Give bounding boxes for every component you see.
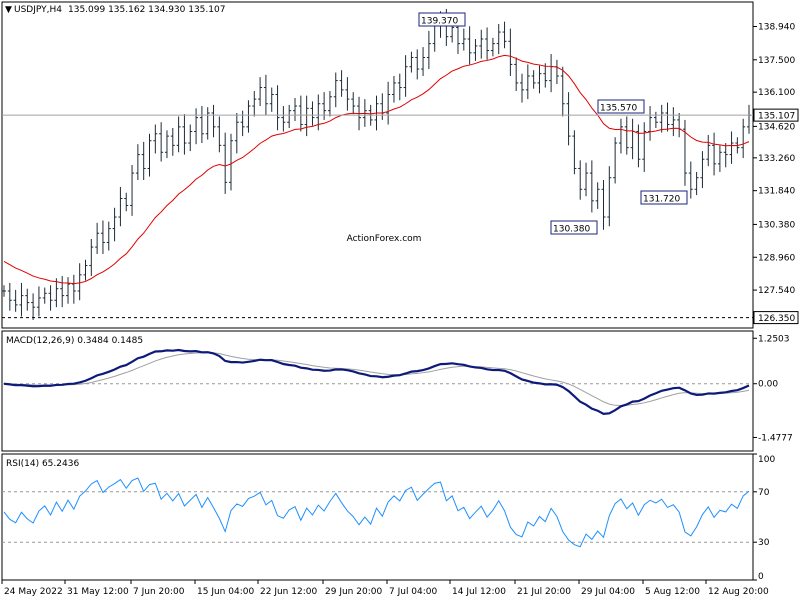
price-y-tick-label: 128.960 xyxy=(758,253,795,263)
support-badge: 126.350 xyxy=(753,311,799,325)
price-y-tick-label: 137.500 xyxy=(758,56,795,66)
support-label: 126.350 xyxy=(758,314,795,324)
dropdown-icon: ▼ xyxy=(5,5,12,15)
annotation-135-570: 135.570 xyxy=(597,99,645,114)
x-tick-label: 7 Jul 04:00 xyxy=(389,587,438,597)
x-tick-label: 15 Jun 04:00 xyxy=(197,587,254,597)
macd-title: MACD(12,26,9) 0.3484 0.1485 xyxy=(6,336,143,346)
x-tick-label: 5 Aug 12:00 xyxy=(645,587,700,597)
price-y-tick-label: 133.260 xyxy=(758,154,795,164)
x-tick-label: 31 May 12:00 xyxy=(67,587,129,597)
macd-y-tick-label: 1.2503 xyxy=(758,334,790,344)
rsi-y-tick-label: 0 xyxy=(758,572,764,582)
last-price-badge: 135.107 xyxy=(753,108,799,122)
rsi-y-tick-label: 100 xyxy=(758,455,775,465)
x-tick-label: 24 May 2022 xyxy=(4,587,63,597)
rsi-y-tick-label: 70 xyxy=(758,488,770,498)
annotation-box xyxy=(550,220,598,235)
price-y-tick-label: 134.620 xyxy=(758,122,795,132)
rsi-y-tick-label: 30 xyxy=(758,538,770,548)
support-box xyxy=(753,311,799,325)
moving-average-line xyxy=(3,54,750,285)
x-tick-label: 29 Jun 20:00 xyxy=(325,587,382,597)
annotation-label: 131.720 xyxy=(643,195,680,205)
annotation-130-380: 130.380 xyxy=(550,220,598,235)
price-y-tick-label: 136.100 xyxy=(758,88,795,98)
rsi-title: RSI(14) 65.2436 xyxy=(6,459,79,469)
x-tick-label: 14 Jul 12:00 xyxy=(452,587,506,597)
price-y-tick-label: 138.940 xyxy=(758,23,795,33)
x-tick-label: 21 Jul 20:00 xyxy=(517,587,571,597)
price-y-tick-label: 130.380 xyxy=(758,220,795,230)
macd-y-tick-label: 0.00 xyxy=(758,380,778,390)
price-y-tick-label: 127.540 xyxy=(758,286,795,296)
panel-frame-2 xyxy=(1,453,754,581)
panel-frame-0 xyxy=(1,1,754,329)
annotation-box xyxy=(640,190,688,205)
panel-frame-1 xyxy=(1,330,754,452)
rsi-line xyxy=(3,477,750,548)
watermark-text: ActionForex.com xyxy=(347,234,422,244)
annotation-131-720: 131.720 xyxy=(640,190,688,205)
x-tick-label: 7 Jun 20:00 xyxy=(133,587,185,597)
ohlc-header: 135.099 135.162 134.930 135.107 xyxy=(68,5,225,15)
annotation-box xyxy=(418,12,466,27)
x-tick-label: 22 Jun 12:00 xyxy=(260,587,317,597)
last-price-box xyxy=(753,108,799,122)
last-price-label: 135.107 xyxy=(758,112,795,122)
macd-line xyxy=(3,348,750,416)
annotation-label: 135.570 xyxy=(600,104,637,114)
macd-y-tick-label: -1.4777 xyxy=(758,433,793,443)
x-tick-label: 29 Jul 04:00 xyxy=(581,587,635,597)
annotation-label: 139.370 xyxy=(421,17,458,27)
annotation-139-370: 139.370 xyxy=(418,12,466,27)
annotation-label: 130.380 xyxy=(553,225,590,235)
x-tick-label: 12 Aug 20:00 xyxy=(708,587,769,597)
annotation-box xyxy=(597,99,645,114)
price-y-tick-label: 131.840 xyxy=(758,187,795,197)
chart-title: USDJPY,H4 xyxy=(14,5,62,15)
